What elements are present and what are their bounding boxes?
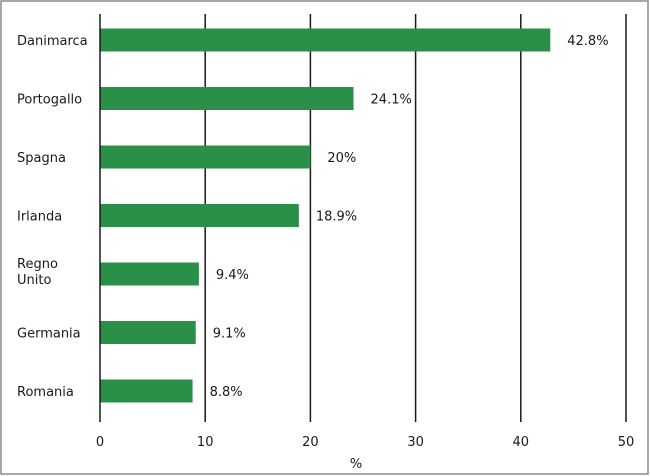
category-label: Regno Unito (17, 257, 58, 288)
bar-regno-unito (100, 262, 199, 286)
x-tick-label: 10 (197, 435, 214, 450)
value-label: 8.8% (210, 385, 243, 400)
category-label: Romania (17, 385, 74, 400)
x-tick-label: 50 (618, 435, 635, 450)
category-label: Portogallo (17, 93, 82, 108)
x-tick-label: 30 (407, 435, 424, 450)
bar-danimarca (100, 28, 551, 52)
category-label: Germania (17, 327, 81, 342)
bar-spagna (100, 145, 311, 169)
x-tick-label: 0 (96, 435, 104, 450)
value-label: 18.9% (316, 210, 357, 225)
bar-portogallo (100, 87, 354, 110)
bar-germania (100, 321, 196, 344)
gridlines (204, 14, 627, 422)
x-axis-title: % (350, 457, 362, 472)
category-labels: Danimarca Portogallo Spagna Irlanda Regno Uni… (17, 34, 88, 400)
bar-irlanda (100, 204, 299, 227)
value-labels: 42.8% 24.1% 20% 18.9% 9.4% 9.1% 8.8% (210, 34, 609, 400)
value-label: 9.1% (213, 327, 246, 342)
category-label: Danimarca (17, 34, 88, 49)
x-tick-label: 40 (513, 435, 530, 450)
x-tick-label: 20 (302, 435, 319, 450)
bars (100, 28, 551, 403)
value-label: 24.1% (371, 93, 412, 108)
value-label: 9.4% (216, 268, 249, 283)
category-label: Spagna (17, 151, 66, 166)
category-label: Irlanda (17, 210, 62, 225)
bar-romania (100, 379, 193, 403)
value-label: 42.8% (567, 34, 608, 49)
value-label: 20% (327, 151, 356, 166)
x-axis-ticks: 0 10 20 30 40 50 (96, 435, 634, 450)
